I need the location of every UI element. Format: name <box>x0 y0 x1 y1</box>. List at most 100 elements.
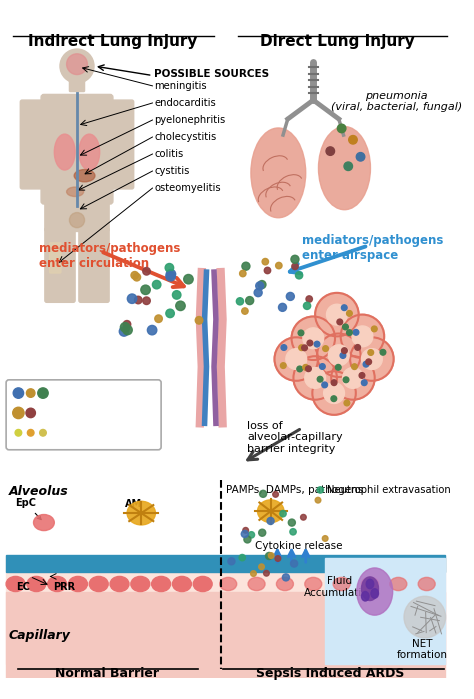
Circle shape <box>260 490 267 498</box>
Text: loss of
alveolar-capillary
barrier integrity: loss of alveolar-capillary barrier integ… <box>247 421 343 454</box>
Ellipse shape <box>362 591 369 601</box>
Ellipse shape <box>362 577 379 591</box>
Ellipse shape <box>110 577 129 591</box>
Circle shape <box>166 272 175 281</box>
FancyBboxPatch shape <box>45 228 75 303</box>
Ellipse shape <box>55 134 75 170</box>
Circle shape <box>15 429 22 436</box>
Circle shape <box>292 263 298 270</box>
Text: Pathogens: Pathogens <box>48 408 102 418</box>
Circle shape <box>353 329 359 335</box>
Ellipse shape <box>127 501 155 525</box>
Circle shape <box>237 298 244 305</box>
Text: PAMPs and DAMPs: PAMPs and DAMPs <box>60 388 155 398</box>
Ellipse shape <box>371 589 379 598</box>
Ellipse shape <box>220 577 237 591</box>
Circle shape <box>366 359 372 365</box>
Circle shape <box>349 136 357 144</box>
Ellipse shape <box>319 127 371 210</box>
Text: cystitis: cystitis <box>155 166 190 176</box>
Text: pyelonephritis: pyelonephritis <box>155 115 226 125</box>
Bar <box>6 555 445 572</box>
Ellipse shape <box>27 577 46 591</box>
Circle shape <box>27 429 34 436</box>
Text: NET
formation: NET formation <box>396 639 447 661</box>
Text: Capillary: Capillary <box>9 629 71 642</box>
Circle shape <box>264 267 271 274</box>
Circle shape <box>281 345 287 350</box>
Circle shape <box>331 380 337 386</box>
Circle shape <box>275 262 282 269</box>
Circle shape <box>258 280 266 289</box>
Circle shape <box>302 345 307 351</box>
Circle shape <box>322 382 328 388</box>
Circle shape <box>60 49 94 83</box>
Ellipse shape <box>67 187 83 196</box>
Circle shape <box>244 536 251 543</box>
FancyBboxPatch shape <box>20 100 46 189</box>
Text: EC: EC <box>17 582 30 592</box>
Circle shape <box>195 317 203 324</box>
Circle shape <box>306 296 312 302</box>
Circle shape <box>305 368 326 389</box>
Ellipse shape <box>366 579 374 589</box>
Circle shape <box>352 363 357 370</box>
Circle shape <box>327 304 347 325</box>
Circle shape <box>27 389 35 397</box>
Circle shape <box>331 356 375 400</box>
Text: mediators/pathogens
enter airspace: mediators/pathogens enter airspace <box>302 234 443 262</box>
Circle shape <box>293 356 337 400</box>
Ellipse shape <box>68 577 87 591</box>
Circle shape <box>299 345 304 350</box>
Circle shape <box>346 330 352 336</box>
Circle shape <box>295 272 303 279</box>
Circle shape <box>352 326 373 347</box>
Circle shape <box>328 345 349 366</box>
Circle shape <box>141 285 150 294</box>
Text: AM: AM <box>125 499 142 509</box>
Text: Neutrophil extravasation: Neutrophil extravasation <box>328 484 451 495</box>
Circle shape <box>324 382 345 403</box>
Circle shape <box>131 271 138 279</box>
Circle shape <box>286 292 294 301</box>
Circle shape <box>340 353 346 359</box>
Text: Cytokine release: Cytokine release <box>255 540 342 551</box>
Ellipse shape <box>251 128 306 218</box>
Circle shape <box>251 570 256 577</box>
Ellipse shape <box>305 577 322 591</box>
Circle shape <box>281 363 286 368</box>
Ellipse shape <box>79 134 100 170</box>
FancyBboxPatch shape <box>108 100 134 189</box>
Text: Indirect Lung Injury: Indirect Lung Injury <box>28 34 198 49</box>
Circle shape <box>123 321 131 328</box>
Circle shape <box>153 280 161 289</box>
Circle shape <box>303 328 324 349</box>
Circle shape <box>13 408 24 419</box>
Circle shape <box>288 519 295 526</box>
Circle shape <box>319 363 325 369</box>
Circle shape <box>286 349 307 370</box>
FancyBboxPatch shape <box>41 94 113 204</box>
Circle shape <box>315 497 321 503</box>
Circle shape <box>315 293 359 336</box>
Circle shape <box>13 388 24 398</box>
Text: endocarditis: endocarditis <box>155 98 216 108</box>
Circle shape <box>239 271 246 277</box>
Circle shape <box>255 282 264 290</box>
Circle shape <box>120 322 130 332</box>
Circle shape <box>363 361 369 367</box>
Circle shape <box>291 255 299 264</box>
Circle shape <box>306 366 311 372</box>
Ellipse shape <box>89 577 108 591</box>
FancyBboxPatch shape <box>50 243 61 273</box>
Text: EpC: EpC <box>16 498 41 519</box>
Circle shape <box>135 296 142 304</box>
Ellipse shape <box>257 500 284 523</box>
Circle shape <box>242 262 250 271</box>
Ellipse shape <box>74 170 95 182</box>
Circle shape <box>317 333 361 377</box>
Circle shape <box>301 514 306 520</box>
Ellipse shape <box>48 577 67 591</box>
Text: Cytokines: Cytokines <box>60 428 111 438</box>
Circle shape <box>356 152 365 161</box>
